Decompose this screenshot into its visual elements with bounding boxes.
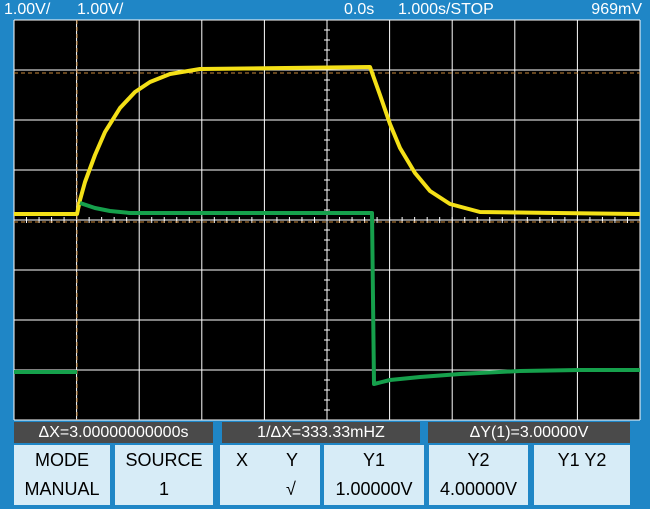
delta-y: ΔY(1)=3.00000V [428, 422, 630, 443]
check-mark: √ [286, 479, 296, 499]
button-label: Y2 [467, 450, 490, 470]
button-value: 4.00000V [439, 479, 518, 499]
xy-button[interactable]: X Y √ [220, 445, 320, 505]
button-label: X [236, 450, 249, 470]
y1-button[interactable]: Y1 1.00000V [324, 445, 424, 505]
mode-button[interactable]: MODE MANUAL [14, 445, 110, 505]
y2-button[interactable]: Y2 4.00000V [429, 445, 528, 505]
waveform-display [13, 19, 641, 421]
inverse-delta-x: 1/ΔX=333.33mHZ [222, 422, 420, 443]
y1y2-button[interactable]: Y1 Y2 [534, 445, 630, 505]
source-button[interactable]: SOURCE 1 [115, 445, 213, 505]
button-value: 1 [158, 479, 169, 499]
button-label: MODE [35, 450, 89, 470]
button-label: SOURCE [125, 450, 203, 470]
ch2-scale: 1.00V/ [77, 1, 124, 18]
ch2-trace [79, 201, 640, 386]
button-value: 1.00000V [335, 479, 413, 499]
button-label: Y1 Y2 [557, 450, 607, 470]
delta-x: ΔX=3.00000000000s [14, 422, 213, 443]
ch1-scale: 1.00V/ [4, 1, 51, 18]
ch1-trace [14, 65, 641, 216]
button-value: MANUAL [24, 479, 100, 499]
button-label: Y [286, 450, 299, 470]
button-label: Y1 [362, 450, 386, 470]
time-offset: 0.0s [344, 1, 375, 18]
trigger-level: 969mV [591, 1, 642, 18]
timebase-status: 1.000s/STOP [398, 1, 494, 18]
